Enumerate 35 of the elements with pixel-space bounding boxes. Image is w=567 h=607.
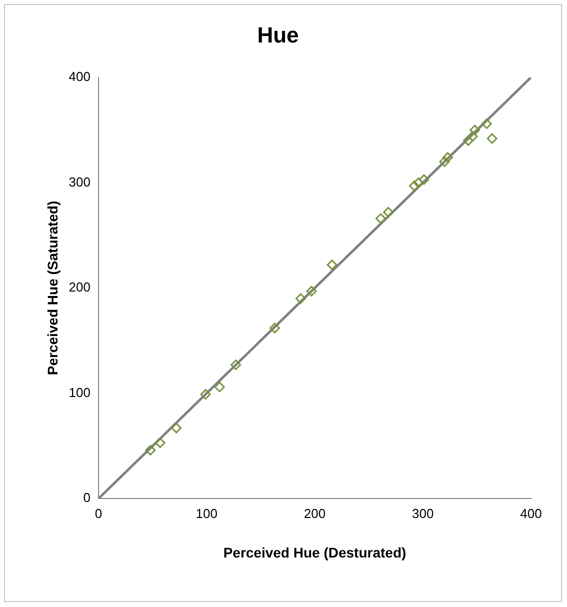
point bbox=[408, 180, 420, 192]
point bbox=[171, 422, 182, 434]
point bbox=[214, 382, 225, 392]
y-tick-label: 200 bbox=[68, 280, 90, 295]
y-tick-label: 0 bbox=[83, 490, 90, 506]
point bbox=[439, 156, 450, 167]
x-axis-title: Perceived Hue (Desturated) bbox=[223, 544, 406, 560]
point bbox=[154, 438, 166, 448]
x-tick-label: 400 bbox=[520, 506, 542, 521]
point bbox=[418, 174, 430, 185]
x-tick-label: 200 bbox=[304, 506, 326, 521]
point bbox=[463, 135, 474, 146]
point bbox=[200, 389, 211, 400]
point bbox=[442, 152, 453, 163]
point bbox=[481, 118, 492, 129]
point bbox=[295, 293, 306, 304]
point bbox=[467, 131, 478, 142]
chart-title: Hue bbox=[257, 22, 299, 48]
x-tick-label: 300 bbox=[412, 506, 434, 521]
point bbox=[470, 124, 480, 136]
y-tick-label: 100 bbox=[68, 384, 90, 400]
y-tick-label: 300 bbox=[68, 174, 90, 190]
y-axis-title: Perceived Hue (Saturated) bbox=[44, 200, 60, 376]
x-tick-label: 0 bbox=[94, 506, 102, 521]
point bbox=[486, 133, 498, 144]
point bbox=[326, 260, 338, 270]
y-tick-label: 400 bbox=[68, 68, 90, 84]
point bbox=[230, 360, 242, 370]
point bbox=[269, 322, 280, 334]
point bbox=[145, 444, 156, 456]
point bbox=[375, 213, 386, 224]
point bbox=[413, 177, 424, 188]
point bbox=[306, 286, 317, 296]
point bbox=[383, 206, 394, 218]
x-tick-label: 100 bbox=[196, 506, 218, 521]
